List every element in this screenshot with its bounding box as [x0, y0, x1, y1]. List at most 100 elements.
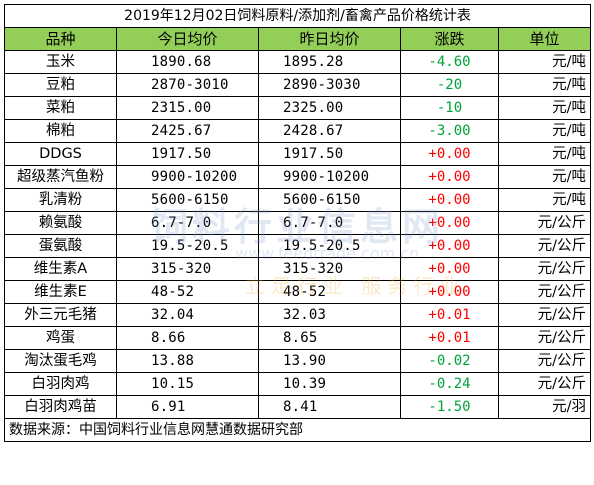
today-price: 19.5-20.5	[116, 234, 259, 258]
item-name: 豆粕	[4, 73, 117, 97]
yesterday-price: 2325.00	[258, 96, 401, 120]
table-row: 维生素E 48-52 48-52 +0.00 元/公斤	[4, 280, 592, 304]
today-price: 48-52	[116, 280, 259, 304]
unit: 元/吨	[497, 73, 592, 97]
unit: 元/吨	[497, 142, 592, 166]
table-row: 外三元毛猪 32.04 32.03 +0.01 元/公斤	[4, 303, 592, 327]
unit: 元/公斤	[497, 234, 592, 258]
yesterday-price: 8.41	[258, 395, 401, 419]
unit: 元/吨	[497, 119, 592, 143]
today-price: 2870-3010	[116, 73, 259, 97]
item-name: 玉米	[4, 50, 117, 74]
unit: 元/吨	[497, 188, 592, 212]
table-row: 玉米 1890.68 1895.28 -4.60 元/吨	[4, 50, 592, 74]
item-name: 淘汰蛋毛鸡	[4, 349, 117, 373]
price-change: +0.00	[400, 188, 499, 212]
price-table: 2019年12月02日饲料原料/添加剂/畜禽产品价格统计表 品种 今日均价 昨日…	[3, 4, 592, 442]
header-unit: 单位	[497, 27, 592, 51]
price-change: -0.02	[400, 349, 499, 373]
yesterday-price: 5600-6150	[258, 188, 401, 212]
price-change: +0.00	[400, 142, 499, 166]
item-name: 棉粕	[4, 119, 117, 143]
today-price: 6.91	[116, 395, 259, 419]
price-change: -3.00	[400, 119, 499, 143]
today-price: 10.15	[116, 372, 259, 396]
table-row: 鸡蛋 8.66 8.65 +0.01 元/公斤	[4, 326, 592, 350]
price-change: -4.60	[400, 50, 499, 74]
price-change: +0.00	[400, 211, 499, 235]
yesterday-price: 1917.50	[258, 142, 401, 166]
title-row: 2019年12月02日饲料原料/添加剂/畜禽产品价格统计表	[3, 4, 592, 28]
table-row: DDGS 1917.50 1917.50 +0.00 元/吨	[4, 142, 592, 166]
price-change: +0.00	[400, 280, 499, 304]
today-price: 9900-10200	[116, 165, 259, 189]
yesterday-price: 13.90	[258, 349, 401, 373]
price-change: -10	[400, 96, 499, 120]
yesterday-price: 9900-10200	[258, 165, 401, 189]
yesterday-price: 8.65	[258, 326, 401, 350]
table-row: 淘汰蛋毛鸡 13.88 13.90 -0.02 元/公斤	[4, 349, 592, 373]
today-price: 1890.68	[116, 50, 259, 74]
item-name: DDGS	[4, 142, 117, 166]
item-name: 赖氨酸	[4, 211, 117, 235]
yesterday-price: 1895.28	[258, 50, 401, 74]
unit: 元/公斤	[497, 303, 592, 327]
today-price: 32.04	[116, 303, 259, 327]
item-name: 超级蒸汽鱼粉	[4, 165, 117, 189]
price-change: -1.50	[400, 395, 499, 419]
unit: 元/羽	[497, 395, 592, 419]
item-name: 蛋氨酸	[4, 234, 117, 258]
price-change: +0.00	[400, 234, 499, 258]
unit: 元/吨	[497, 165, 592, 189]
unit: 元/吨	[497, 50, 592, 74]
yesterday-price: 315-320	[258, 257, 401, 281]
item-name: 白羽肉鸡	[4, 372, 117, 396]
table-row: 维生素A 315-320 315-320 +0.00 元/公斤	[4, 257, 592, 281]
today-price: 6.7-7.0	[116, 211, 259, 235]
item-name: 鸡蛋	[4, 326, 117, 350]
price-change: -0.24	[400, 372, 499, 396]
footer-row: 数据来源：中国饲料行业信息网慧通数据研究部	[3, 418, 592, 442]
table-row: 白羽肉鸡 10.15 10.39 -0.24 元/公斤	[4, 372, 592, 396]
unit: 元/公斤	[497, 349, 592, 373]
unit: 元/公斤	[497, 211, 592, 235]
yesterday-price: 6.7-7.0	[258, 211, 401, 235]
unit: 元/公斤	[497, 280, 592, 304]
item-name: 菜粕	[4, 96, 117, 120]
item-name: 白羽肉鸡苗	[4, 395, 117, 419]
today-price: 8.66	[116, 326, 259, 350]
table-row: 菜粕 2315.00 2325.00 -10 元/吨	[4, 96, 592, 120]
today-price: 2425.67	[116, 119, 259, 143]
yesterday-price: 48-52	[258, 280, 401, 304]
price-change: +0.01	[400, 326, 499, 350]
table-row: 白羽肉鸡苗 6.91 8.41 -1.50 元/羽	[4, 395, 592, 419]
today-price: 1917.50	[116, 142, 259, 166]
unit: 元/公斤	[497, 257, 592, 281]
header-row: 品种 今日均价 昨日均价 涨跌 单位	[4, 27, 592, 51]
table-row: 棉粕 2425.67 2428.67 -3.00 元/吨	[4, 119, 592, 143]
item-name: 外三元毛猪	[4, 303, 117, 327]
yesterday-price: 10.39	[258, 372, 401, 396]
unit: 元/吨	[497, 96, 592, 120]
price-change: +0.00	[400, 257, 499, 281]
item-name: 维生素E	[4, 280, 117, 304]
unit: 元/公斤	[497, 326, 592, 350]
table-row: 赖氨酸 6.7-7.0 6.7-7.0 +0.00 元/公斤	[4, 211, 592, 235]
table-title: 2019年12月02日饲料原料/添加剂/畜禽产品价格统计表	[3, 4, 592, 28]
header-change: 涨跌	[400, 27, 499, 51]
table-row: 超级蒸汽鱼粉 9900-10200 9900-10200 +0.00 元/吨	[4, 165, 592, 189]
yesterday-price: 2428.67	[258, 119, 401, 143]
item-name: 维生素A	[4, 257, 117, 281]
data-source: 数据来源：中国饲料行业信息网慧通数据研究部	[3, 418, 592, 442]
header-name: 品种	[4, 27, 117, 51]
yesterday-price: 32.03	[258, 303, 401, 327]
table-row: 蛋氨酸 19.5-20.5 19.5-20.5 +0.00 元/公斤	[4, 234, 592, 258]
header-today: 今日均价	[116, 27, 259, 51]
yesterday-price: 19.5-20.5	[258, 234, 401, 258]
today-price: 13.88	[116, 349, 259, 373]
unit: 元/公斤	[497, 372, 592, 396]
table-row: 乳清粉 5600-6150 5600-6150 +0.00 元/吨	[4, 188, 592, 212]
today-price: 315-320	[116, 257, 259, 281]
today-price: 2315.00	[116, 96, 259, 120]
price-change: +0.00	[400, 165, 499, 189]
